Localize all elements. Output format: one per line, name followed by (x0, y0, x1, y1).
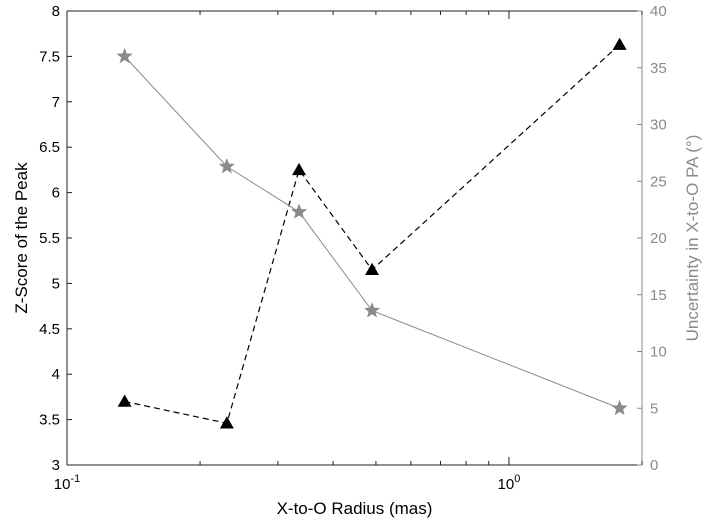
star-marker (290, 203, 308, 219)
left-tick-label: 4.5 (39, 321, 60, 338)
left-axis: 3 3.5 4 4.5 5 5.5 6 6.5 7 7.5 8 (39, 3, 72, 474)
x-tick-label: 100 (498, 473, 521, 493)
triangle-marker (219, 416, 234, 429)
left-tick-label: 6 (52, 185, 60, 202)
star-marker (116, 47, 133, 64)
left-tick-label: 3.5 (39, 412, 60, 429)
right-tick-label: 40 (650, 3, 667, 20)
left-tick-label: 5.5 (39, 230, 60, 247)
star-marker (363, 302, 381, 318)
x-axis: 10-1 100 (54, 11, 643, 493)
star-marker (611, 399, 628, 416)
left-tick-label: 7 (52, 94, 60, 111)
right-tick-label: 25 (650, 173, 667, 190)
star-marker (218, 158, 235, 174)
triangle-marker (292, 162, 307, 176)
x-axis-title: X-to-O Radius (mas) (277, 499, 433, 518)
right-tick-label: 15 (650, 287, 667, 304)
left-tick-label: 4 (52, 366, 60, 383)
right-tick-label: 5 (650, 400, 658, 417)
plot-area (116, 37, 628, 429)
left-tick-label: 8 (52, 3, 60, 20)
right-axis-title: Uncertainty in X-to-O PA (°) (683, 135, 702, 342)
right-tick-label: 0 (650, 457, 658, 474)
right-tick-label: 20 (650, 230, 667, 247)
left-tick-label: 6.5 (39, 139, 60, 156)
series-line-triangle (124, 44, 621, 424)
triangle-marker (365, 262, 380, 276)
left-axis-title: Z-Score of the Peak (12, 162, 31, 314)
right-tick-label: 10 (650, 344, 667, 361)
left-tick-label: 7.5 (39, 48, 60, 65)
series-line-star (124, 56, 620, 409)
right-tick-label: 35 (650, 60, 667, 77)
left-tick-label: 5 (52, 275, 60, 292)
left-tick-label: 3 (52, 457, 60, 474)
axes-frame (66, 10, 643, 466)
x-tick-label: 10-1 (54, 473, 80, 493)
triangle-marker (117, 394, 132, 407)
triangle-marker (612, 37, 627, 50)
right-axis: 0 5 10 15 20 25 30 35 40 (637, 3, 667, 474)
right-tick-label: 30 (650, 117, 667, 134)
